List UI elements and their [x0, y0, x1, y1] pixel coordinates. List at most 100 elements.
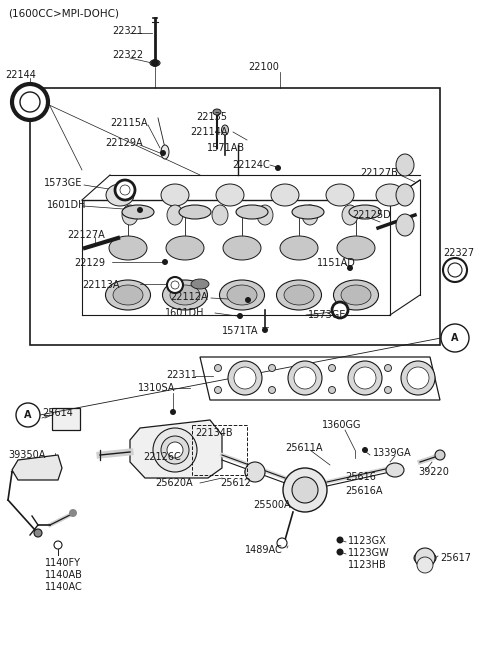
Text: 22113A: 22113A	[82, 280, 120, 290]
Circle shape	[332, 302, 348, 318]
Text: 22125D: 22125D	[352, 210, 391, 220]
Circle shape	[34, 529, 42, 537]
Circle shape	[294, 367, 316, 389]
Text: 22100: 22100	[248, 62, 279, 72]
Ellipse shape	[213, 109, 221, 115]
Text: 25617: 25617	[440, 553, 471, 563]
Text: 22144: 22144	[5, 70, 36, 80]
Text: 22135: 22135	[196, 112, 227, 122]
Circle shape	[268, 364, 276, 371]
Text: 1123GW: 1123GW	[348, 548, 390, 558]
Text: 25611A: 25611A	[285, 443, 323, 453]
Ellipse shape	[386, 463, 404, 477]
Circle shape	[215, 386, 221, 394]
Text: 25612: 25612	[220, 478, 251, 488]
Circle shape	[161, 436, 189, 464]
Text: 22321: 22321	[112, 26, 143, 36]
Circle shape	[115, 180, 135, 200]
Circle shape	[435, 450, 445, 460]
Text: 22311: 22311	[166, 370, 197, 380]
Text: 22327: 22327	[443, 248, 474, 258]
Ellipse shape	[342, 205, 358, 225]
Ellipse shape	[396, 154, 414, 176]
Ellipse shape	[216, 184, 244, 206]
Circle shape	[328, 386, 336, 394]
Text: 22115A: 22115A	[110, 118, 148, 128]
Circle shape	[415, 548, 435, 568]
Circle shape	[171, 281, 179, 289]
Text: 22124C: 22124C	[232, 160, 270, 170]
Text: 1140AB: 1140AB	[45, 570, 83, 580]
Text: 1360GG: 1360GG	[322, 420, 361, 430]
Circle shape	[443, 258, 467, 282]
Circle shape	[160, 150, 166, 156]
Polygon shape	[12, 455, 62, 480]
Text: 22134B: 22134B	[195, 428, 233, 438]
Circle shape	[354, 367, 376, 389]
Text: 1601DH: 1601DH	[47, 200, 86, 210]
Ellipse shape	[223, 236, 261, 260]
Text: 22322: 22322	[112, 50, 143, 60]
Circle shape	[277, 538, 287, 548]
Circle shape	[283, 468, 327, 512]
Bar	[192, 425, 247, 475]
Polygon shape	[200, 357, 440, 400]
Circle shape	[237, 313, 243, 319]
Ellipse shape	[334, 280, 379, 310]
Ellipse shape	[219, 280, 264, 310]
Circle shape	[441, 324, 469, 352]
Circle shape	[69, 509, 77, 517]
Circle shape	[245, 297, 251, 303]
Text: 1140AC: 1140AC	[45, 582, 83, 592]
Ellipse shape	[276, 280, 322, 310]
Ellipse shape	[326, 184, 354, 206]
Circle shape	[167, 442, 183, 458]
Circle shape	[262, 327, 268, 333]
Ellipse shape	[122, 205, 138, 225]
Text: 22127A: 22127A	[67, 230, 105, 240]
Circle shape	[153, 428, 197, 472]
Circle shape	[268, 386, 276, 394]
Text: 22114A: 22114A	[190, 127, 228, 137]
Text: 1571TA: 1571TA	[222, 326, 259, 336]
Text: 39220: 39220	[418, 467, 449, 477]
Circle shape	[348, 361, 382, 395]
Text: 1140FY: 1140FY	[45, 558, 81, 568]
Circle shape	[12, 84, 48, 120]
Ellipse shape	[212, 205, 228, 225]
Ellipse shape	[227, 285, 257, 305]
Ellipse shape	[122, 205, 154, 219]
Ellipse shape	[150, 60, 160, 66]
Circle shape	[336, 536, 344, 544]
Text: 1151AD: 1151AD	[317, 258, 356, 268]
Ellipse shape	[245, 465, 265, 479]
Circle shape	[20, 92, 40, 112]
Circle shape	[54, 541, 62, 549]
Circle shape	[245, 462, 265, 482]
Text: 1123GX: 1123GX	[348, 536, 387, 546]
Ellipse shape	[280, 236, 318, 260]
Ellipse shape	[161, 184, 189, 206]
Circle shape	[170, 409, 176, 415]
Ellipse shape	[284, 285, 314, 305]
Circle shape	[292, 477, 318, 503]
Ellipse shape	[292, 205, 324, 219]
Text: A: A	[24, 410, 32, 420]
Ellipse shape	[221, 125, 228, 135]
Text: 25616: 25616	[345, 472, 376, 482]
Text: 1573GE: 1573GE	[308, 310, 347, 320]
Circle shape	[228, 361, 262, 395]
Text: 1339GA: 1339GA	[373, 448, 412, 458]
Ellipse shape	[376, 184, 404, 206]
Ellipse shape	[271, 184, 299, 206]
Text: 25500A: 25500A	[253, 500, 290, 510]
Circle shape	[448, 263, 462, 277]
Ellipse shape	[163, 280, 207, 310]
Bar	[52, 408, 80, 430]
Circle shape	[275, 165, 281, 171]
Text: 25614: 25614	[42, 408, 73, 418]
Text: 25616A: 25616A	[345, 486, 383, 496]
Circle shape	[120, 185, 130, 195]
Text: 1310SA: 1310SA	[138, 383, 175, 393]
Ellipse shape	[170, 285, 200, 305]
